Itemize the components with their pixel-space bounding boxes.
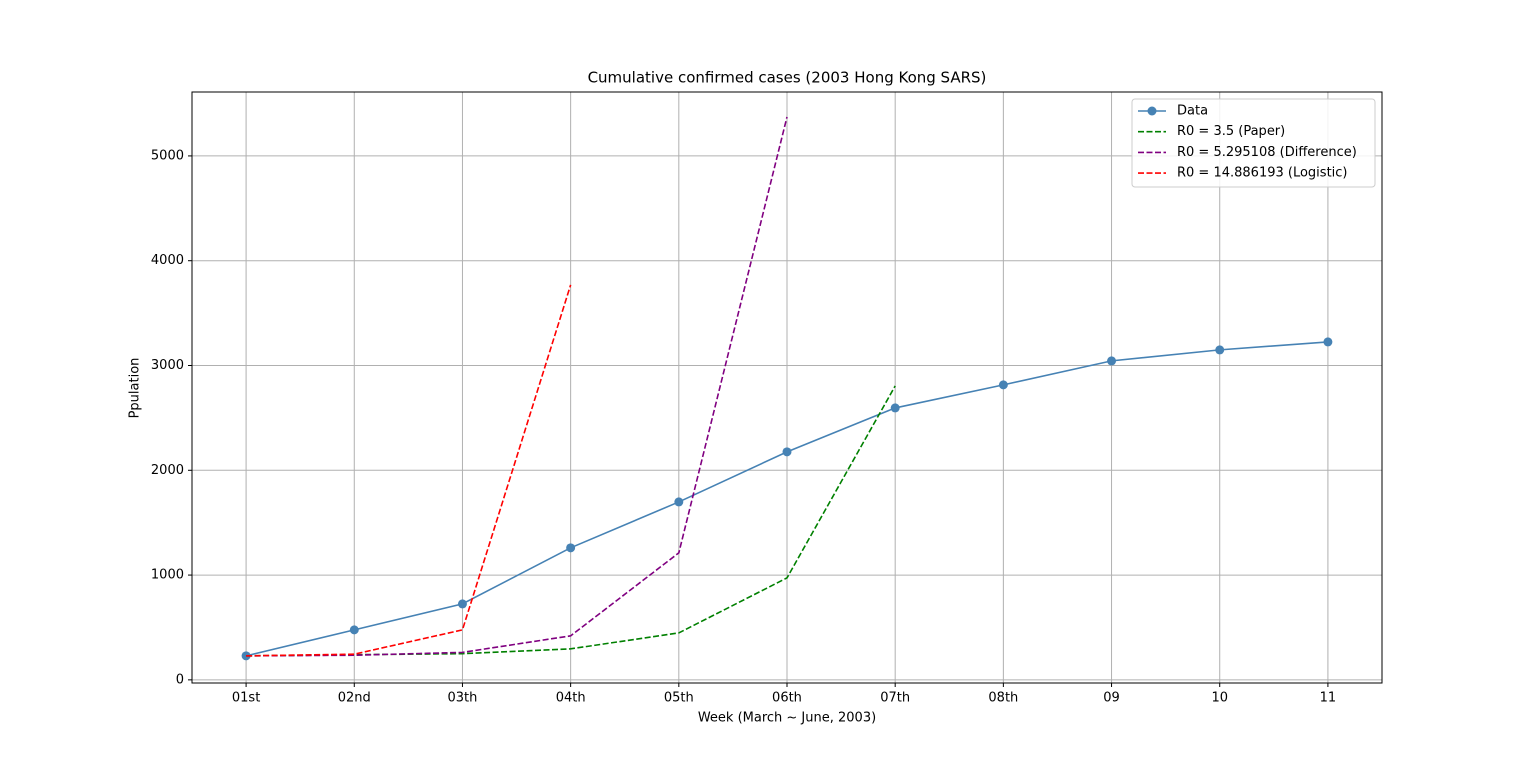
x-tick-label: 06th	[772, 691, 802, 706]
data-point	[674, 497, 684, 507]
y-tick-label: 5000	[151, 148, 184, 163]
y-axis-label: Ppulation	[128, 358, 143, 419]
y-tick-label: 1000	[151, 568, 184, 583]
series-line	[246, 284, 572, 657]
data-point	[1107, 356, 1117, 366]
chart-title: Cumulative confirmed cases (2003 Hong Ko…	[588, 69, 987, 87]
data-point	[782, 447, 792, 457]
x-tick-label: 10	[1211, 691, 1228, 706]
legend-label: R0 = 14.886193 (Logistic)	[1177, 166, 1348, 181]
legend-marker	[1147, 106, 1157, 116]
legend-label: Data	[1177, 104, 1208, 119]
plot-frame	[191, 91, 1383, 684]
legend-label: R0 = 3.5 (Paper)	[1177, 124, 1285, 139]
series-line	[246, 116, 788, 657]
x-tick-label: 01st	[232, 691, 260, 706]
legend-box	[1131, 98, 1376, 188]
y-tick-label: 3000	[151, 358, 184, 373]
x-axis-label: Week (March ~ June, 2003)	[698, 711, 876, 726]
data-point	[566, 543, 576, 553]
data-point	[998, 380, 1008, 390]
legend-label: R0 = 5.295108 (Difference)	[1177, 145, 1357, 160]
x-tick-label: 03th	[448, 691, 478, 706]
data-point	[349, 625, 359, 635]
x-tick-label: 11	[1320, 691, 1337, 706]
series-line	[246, 385, 896, 657]
x-tick-label: 04th	[556, 691, 586, 706]
data-point	[890, 403, 900, 413]
data-point	[1323, 337, 1333, 347]
x-tick-label: 07th	[880, 691, 910, 706]
data-point	[457, 599, 467, 609]
y-tick-label: 4000	[151, 253, 184, 268]
x-tick-label: 08th	[988, 691, 1018, 706]
x-tick-label: 02nd	[338, 691, 371, 706]
y-tick-label: 2000	[151, 463, 184, 478]
x-tick-label: 05th	[664, 691, 694, 706]
x-tick-label: 09	[1103, 691, 1120, 706]
data-point	[1215, 345, 1225, 355]
y-tick-label: 0	[176, 672, 184, 687]
